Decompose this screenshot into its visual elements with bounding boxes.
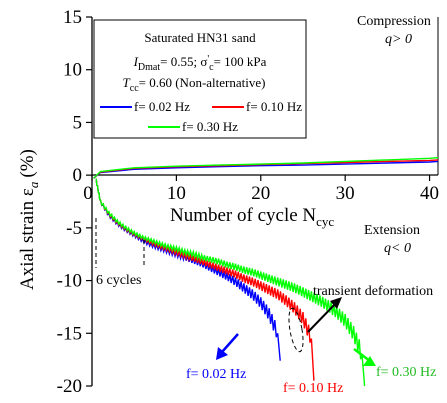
legend-box <box>93 19 307 139</box>
arrow-0.02 <box>221 333 239 353</box>
arrow-0.30 <box>353 348 371 362</box>
x-tick-label: 20 <box>251 183 270 204</box>
transient-arrow <box>307 300 339 333</box>
y-tick-label: -10 <box>57 271 82 292</box>
legend-title: Saturated HN31 sand <box>144 30 256 45</box>
legend-params-1: IDmat= 0.55; σ'c= 100 kPa <box>133 54 267 73</box>
y-tick-label: -15 <box>57 323 82 344</box>
y-tick-label: 10 <box>63 60 82 81</box>
transient-ellipse <box>288 307 304 353</box>
series-failure-0 <box>277 333 281 361</box>
x-axis-label: Number of cycle Ncyc <box>170 205 334 229</box>
compression-title: Compression <box>357 14 431 29</box>
transient-label: transient deformation <box>313 284 433 299</box>
arrowhead-0.30 <box>363 356 376 366</box>
legend-label-0.10: f= 0.10 Hz <box>246 99 302 114</box>
label-0.02: f= 0.02 Hz <box>186 367 246 382</box>
compression-condition: q> 0 <box>385 32 412 47</box>
y-axis-label: Axial strain εa(%) <box>17 149 41 290</box>
y-tick-label: 5 <box>73 112 83 133</box>
y-tick-label: -5 <box>66 218 82 239</box>
series-layer <box>93 157 439 387</box>
x-tick-label: 40 <box>420 183 439 204</box>
extension-title: Extension <box>364 223 420 238</box>
x-tick-label: 0 <box>83 183 93 204</box>
series-compression-2 <box>93 157 439 179</box>
legend-params-2: Tcc= 0.60 (Non-alternative) <box>123 75 266 94</box>
y-tick-label: 15 <box>63 7 82 28</box>
x-ticks: 0 10 20 30 40 <box>83 175 439 204</box>
label-0.30: f= 0.30 Hz <box>376 365 436 380</box>
legend-label-0.02: f= 0.02 Hz <box>134 99 190 114</box>
label-0.10: f= 0.10 Hz <box>283 381 343 396</box>
legend-label-0.30: f= 0.30 Hz <box>182 119 238 134</box>
extension-condition: q< 0 <box>384 241 411 256</box>
series-extension-1 <box>95 178 313 343</box>
series-extension-2 <box>95 178 363 360</box>
x-tick-label: 30 <box>336 183 355 204</box>
arrowhead-0.02 <box>216 347 228 360</box>
transient-arrowhead <box>330 297 342 309</box>
x-tick-label: 10 <box>167 183 186 204</box>
series-compression-0 <box>93 160 439 179</box>
y-tick-label: 0 <box>73 165 83 186</box>
series-failure-2 <box>361 354 366 387</box>
y-tick-label: -20 <box>57 376 82 397</box>
six-cycles-label: 6 cycles <box>96 273 141 288</box>
series-failure-1 <box>310 338 315 381</box>
